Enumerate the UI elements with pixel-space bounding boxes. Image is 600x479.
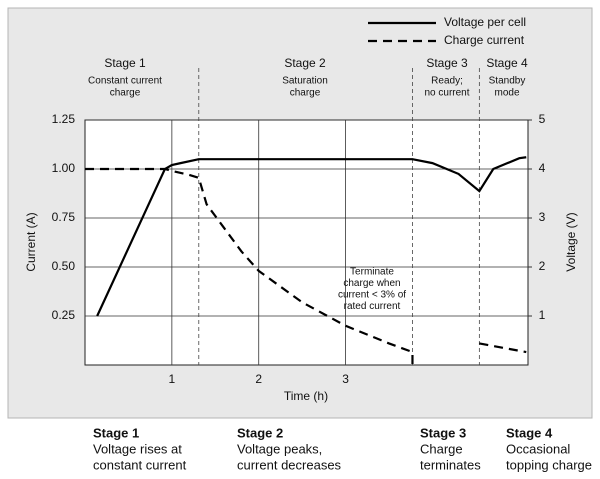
stage-title: Stage 1 (104, 56, 146, 70)
x-tick-label: 3 (342, 372, 349, 386)
x-tick-label: 2 (255, 372, 262, 386)
stage-subtitle: charge (290, 88, 321, 99)
caption-line: Voltage peaks, (237, 441, 322, 456)
caption-line: Occasional (506, 441, 570, 456)
series-line (96, 156, 527, 317)
y2-tick-label: 4 (539, 161, 546, 175)
caption-line: topping charge (506, 457, 592, 472)
y-tick-label: 0.50 (52, 259, 76, 273)
annotation: rated current (344, 301, 401, 312)
y-tick-label: 1.00 (52, 161, 76, 175)
caption-line: Voltage rises at (93, 441, 182, 456)
annotation: Terminate (350, 267, 394, 278)
caption-line: current decreases (237, 457, 342, 472)
y2-tick-label: 3 (539, 210, 546, 224)
annotation: current < 3% of (338, 290, 406, 301)
y-tick-label: 0.75 (52, 210, 76, 224)
y2-tick-label: 5 (539, 112, 546, 126)
stage-subtitle: no current (424, 88, 469, 99)
legend-label: Charge current (444, 33, 525, 47)
y-axis-label: Current (A) (24, 212, 38, 271)
y-tick-label: 1.25 (52, 112, 76, 126)
stage-subtitle: Saturation (282, 76, 328, 87)
stage-subtitle: Constant current (88, 76, 162, 87)
y2-tick-label: 1 (539, 308, 546, 322)
legend-label: Voltage per cell (444, 15, 526, 29)
caption-title: Stage 1 (93, 425, 139, 440)
stage-title: Stage 4 (486, 56, 528, 70)
plot-area (84, 119, 529, 366)
stage-subtitle: charge (110, 88, 141, 99)
caption-title: Stage 4 (506, 425, 553, 440)
caption-title: Stage 2 (237, 425, 283, 440)
caption-line: constant current (93, 457, 187, 472)
annotation: charge when (343, 278, 400, 289)
stage-subtitle: mode (494, 88, 519, 99)
stage-title: Stage 2 (284, 56, 326, 70)
y2-tick-label: 2 (539, 259, 546, 273)
x-tick-label: 1 (169, 372, 176, 386)
series-line (85, 167, 527, 365)
caption-title: Stage 3 (420, 425, 466, 440)
stage-title: Stage 3 (426, 56, 468, 70)
stage-subtitle: Standby (489, 76, 526, 87)
y-tick-label: 0.25 (52, 308, 76, 322)
caption-line: terminates (420, 457, 481, 472)
stage-subtitle: Ready; (431, 76, 463, 87)
caption-line: Charge (420, 441, 463, 456)
y2-axis-label: Voltage (V) (564, 212, 578, 271)
x-axis-label: Time (h) (284, 389, 328, 403)
